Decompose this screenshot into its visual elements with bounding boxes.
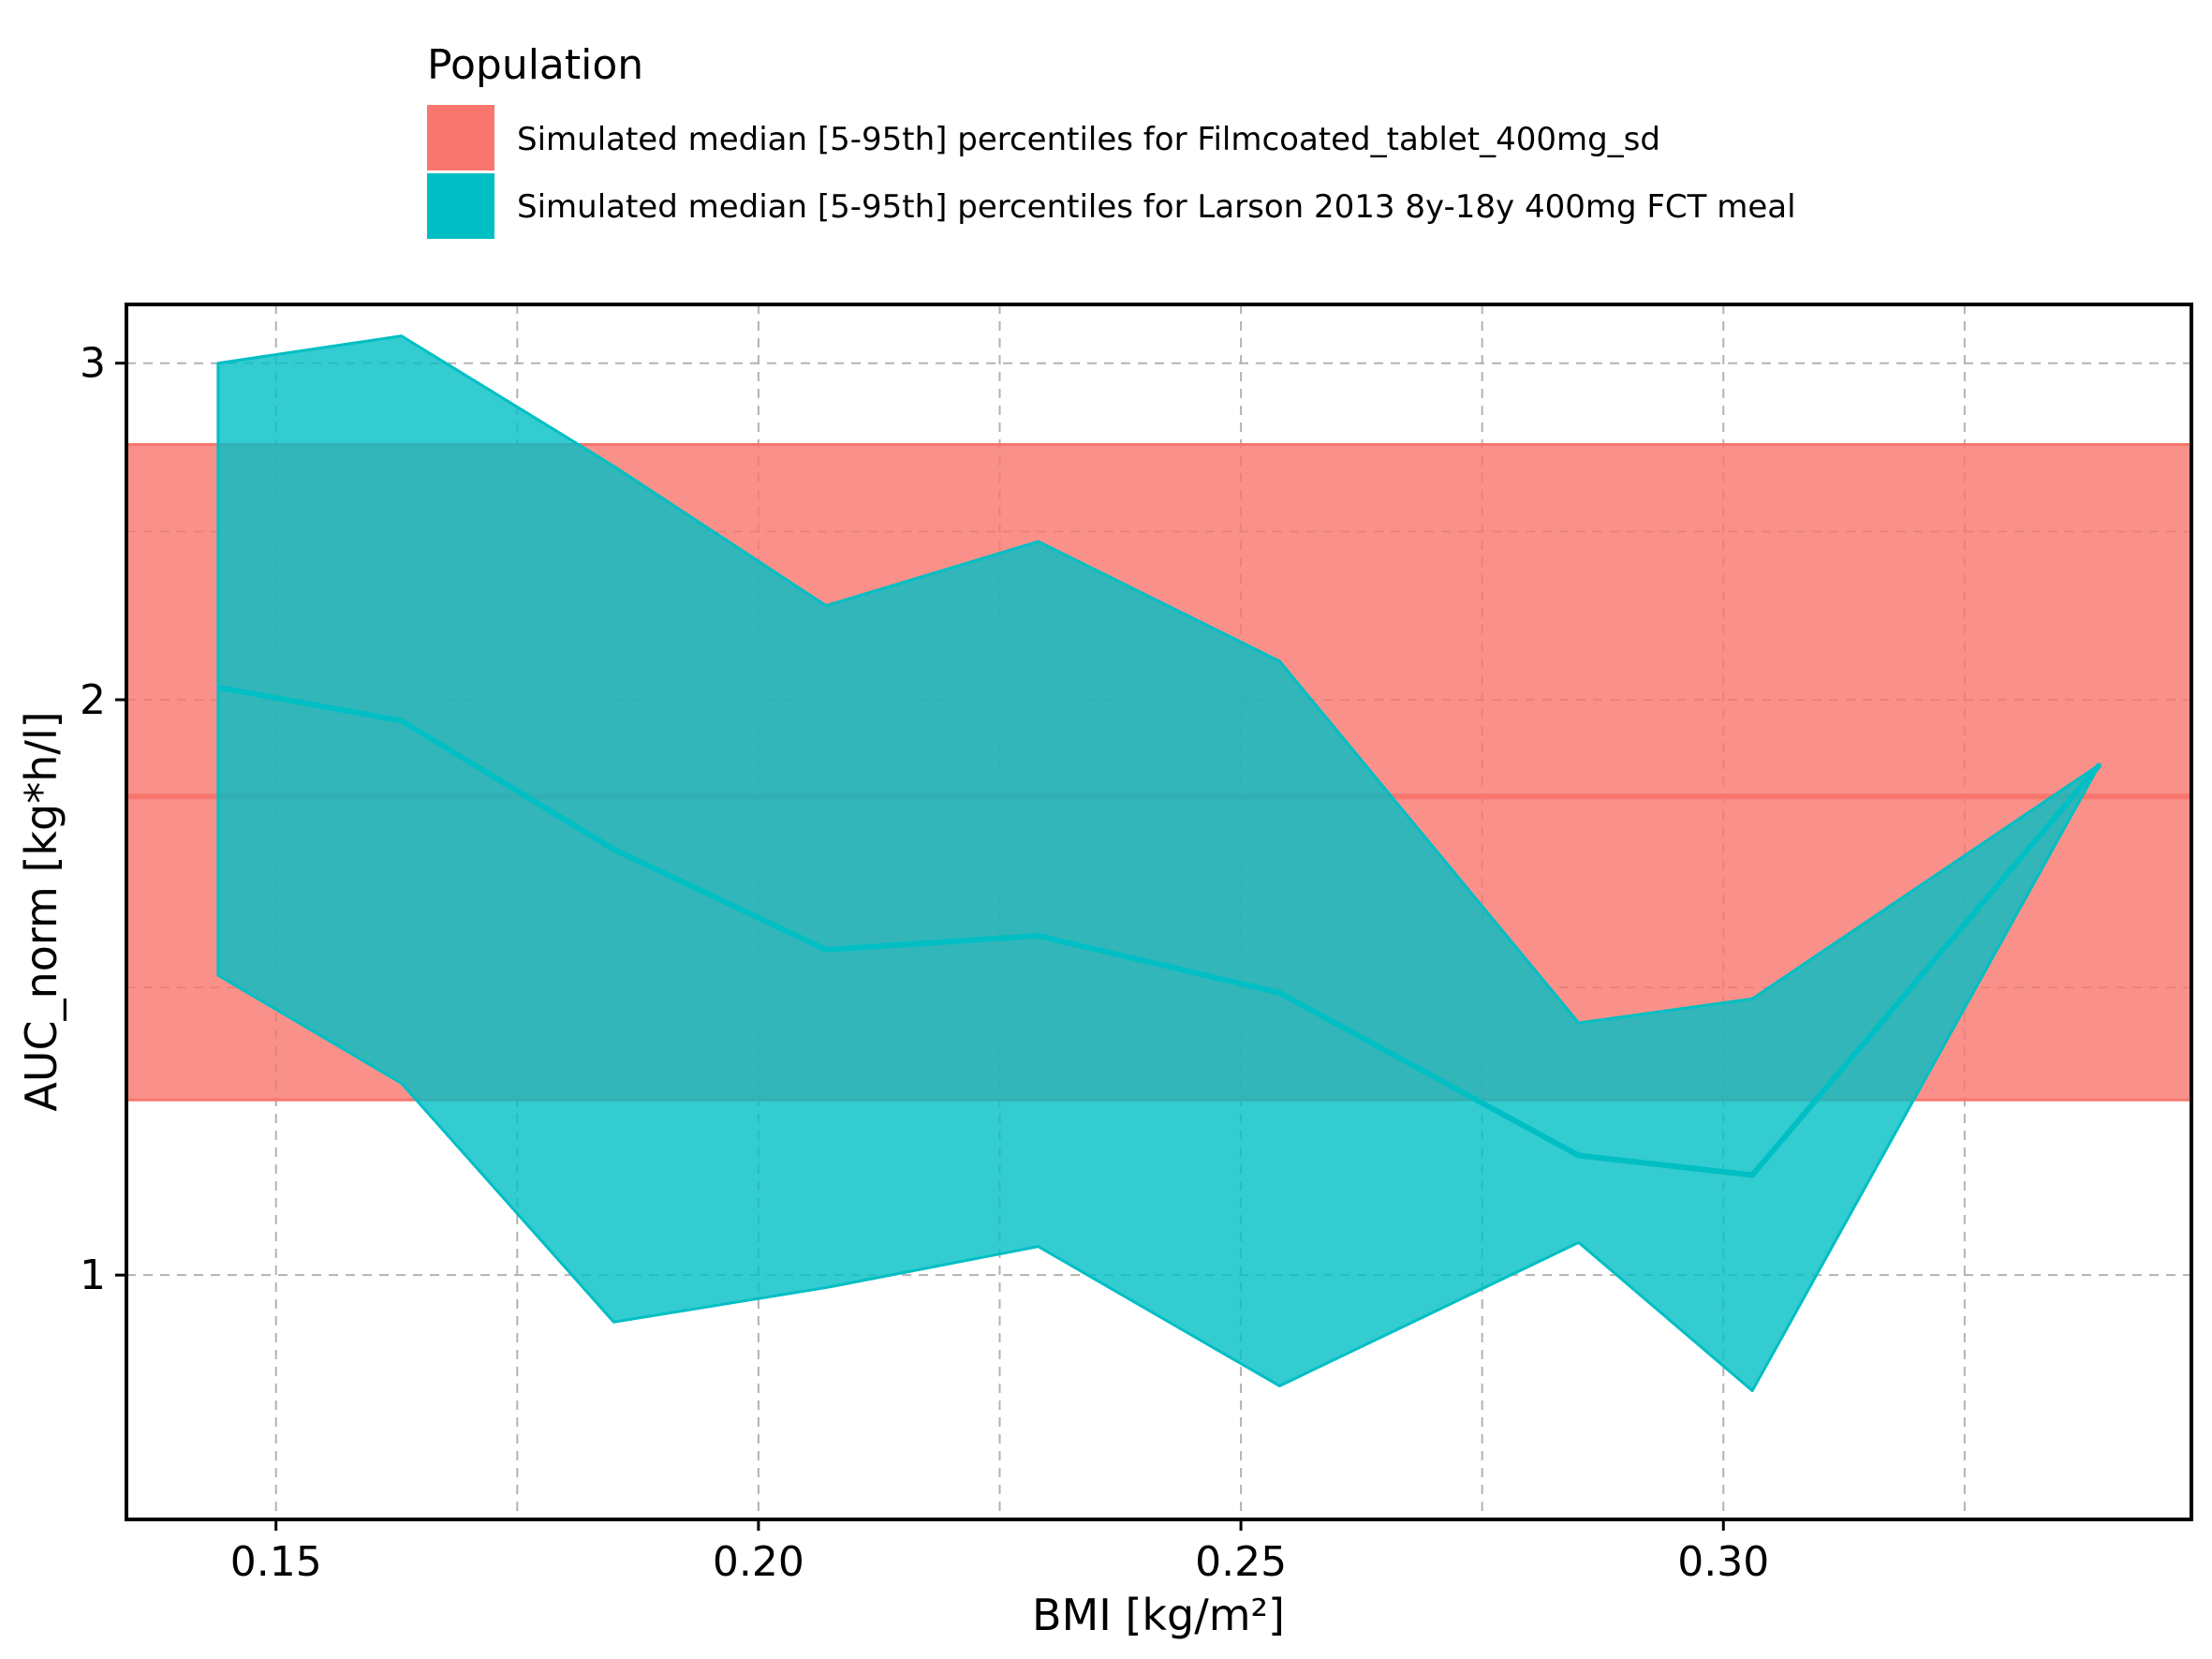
- x-tick-label: 0.25: [1195, 1538, 1287, 1586]
- larson-percentile-band: [216, 334, 2101, 1393]
- y-axis-title: AUC_norm [kg*h/l]: [16, 711, 66, 1111]
- legend-title: Population: [427, 41, 643, 89]
- plot-area: 0.15 0.20 0.25 0.30 1 2 3: [80, 303, 2193, 1586]
- y-tick-label: 1: [80, 1252, 106, 1299]
- legend-swatch-larson: [427, 173, 494, 239]
- legend-swatch-filmcoated: [427, 105, 494, 170]
- x-tick-label: 0.15: [230, 1538, 322, 1586]
- y-tick-label: 3: [80, 340, 106, 388]
- y-tick-label: 2: [80, 676, 106, 724]
- legend: Population Simulated median [5-95th] per…: [427, 41, 1796, 239]
- plot-frame: [125, 303, 2193, 1521]
- legend-label-larson: Simulated median [5-95th] percentiles fo…: [517, 188, 1796, 226]
- series-layer: [125, 334, 2193, 1393]
- legend-label-filmcoated: Simulated median [5-95th] percentiles fo…: [517, 121, 1660, 158]
- axes: 0.15 0.20 0.25 0.30 1 2 3: [80, 340, 1769, 1586]
- x-tick-label: 0.30: [1677, 1538, 1769, 1586]
- larson-median-line: [217, 684, 2102, 1178]
- x-axis-title: BMI [kg/m²]: [1032, 1590, 1285, 1640]
- x-tick-label: 0.20: [713, 1538, 804, 1586]
